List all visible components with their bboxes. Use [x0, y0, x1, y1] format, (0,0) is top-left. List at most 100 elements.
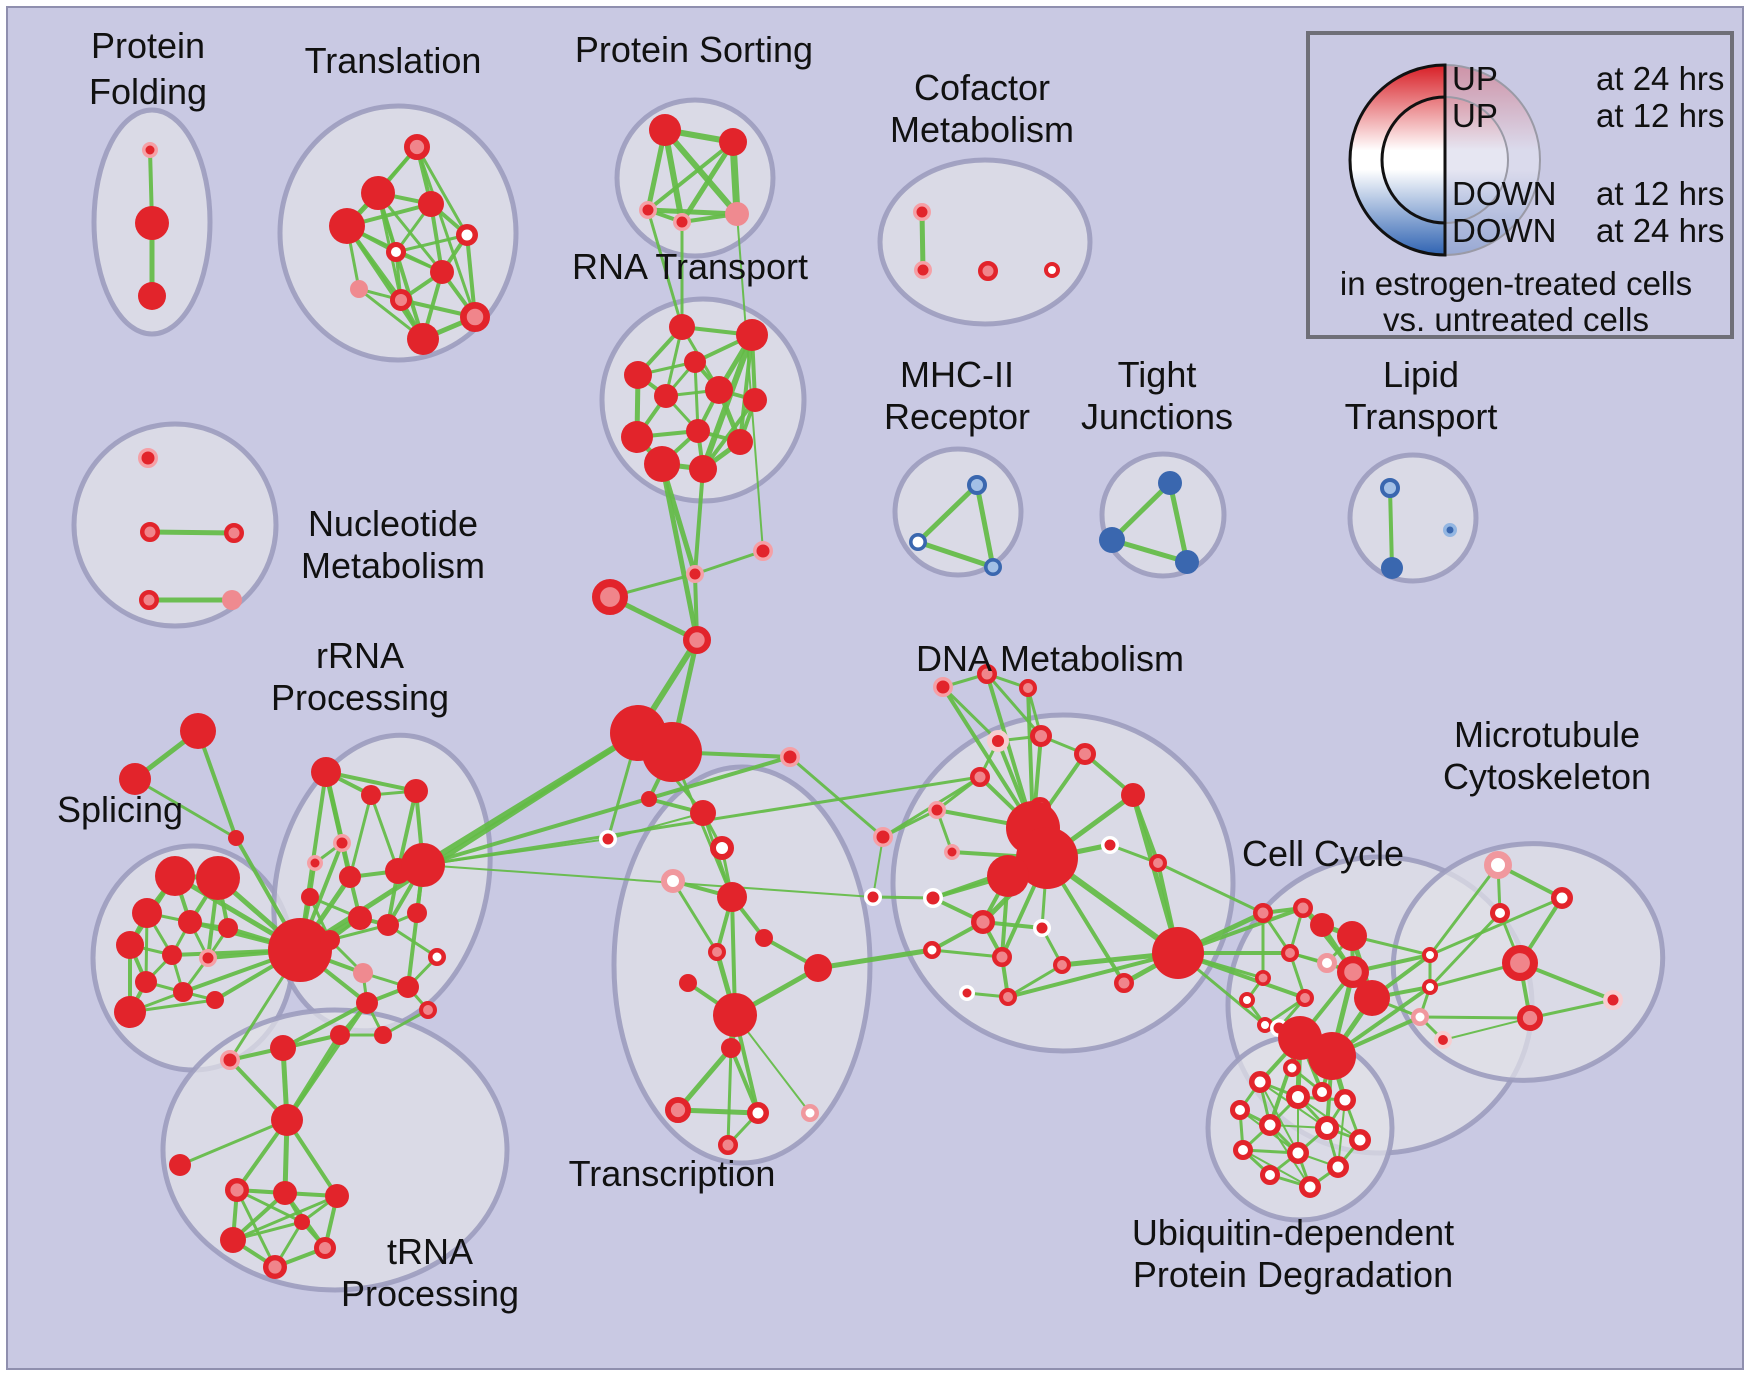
network-edge — [1167, 480, 1190, 565]
network-node — [206, 991, 224, 1009]
network-node — [1502, 944, 1539, 981]
network-node — [1255, 969, 1272, 986]
cluster-label-cofactor-metabolism: Metabolism — [890, 109, 1074, 150]
network-node — [418, 191, 444, 217]
network-node — [1551, 887, 1573, 909]
cluster-label-dna-metabolism: DNA Metabolism — [916, 638, 1184, 679]
network-node — [220, 1050, 240, 1070]
network-node — [114, 996, 146, 1028]
network-node — [361, 785, 381, 805]
network-node — [719, 128, 747, 156]
network-node — [460, 302, 490, 332]
network-node — [683, 626, 712, 655]
network-node — [743, 388, 767, 412]
network-edge — [196, 729, 238, 840]
network-node — [1121, 783, 1145, 807]
network-node — [1259, 1114, 1281, 1136]
network-edge — [415, 145, 477, 319]
cluster-label-ubiquitin-dependent-protein-degradation: Protein Degradation — [1133, 1254, 1453, 1295]
network-node — [397, 976, 419, 998]
cluster-label-lipid-transport: Transport — [1345, 396, 1498, 437]
network-edge — [726, 1046, 733, 1147]
cluster-label-protein-folding: Protein — [91, 25, 205, 66]
network-node — [654, 384, 678, 408]
network-edge — [693, 549, 765, 576]
cluster-label-nucleotide-metabolism: Metabolism — [301, 545, 485, 586]
network-node — [1310, 913, 1334, 937]
network-node — [1233, 1140, 1253, 1160]
network-node — [621, 421, 653, 453]
cluster-ellipse-tight-junctions — [1099, 451, 1227, 579]
network-node — [224, 1177, 249, 1202]
network-node — [1283, 1059, 1301, 1077]
network-node — [407, 323, 439, 355]
network-node — [224, 523, 244, 543]
network-node — [268, 918, 332, 982]
network-node — [873, 827, 893, 847]
network-edge — [1109, 480, 1173, 543]
network-node — [1249, 1071, 1271, 1093]
network-edge — [324, 770, 418, 793]
network-node — [119, 763, 151, 795]
network-node — [138, 448, 158, 468]
network-edge — [646, 208, 684, 329]
network-node — [983, 557, 1002, 576]
network-node — [1380, 478, 1400, 498]
legend-ring-half — [1444, 95, 1509, 225]
network-node — [725, 202, 749, 226]
cluster-label-ubiquitin-dependent-protein-degradation: Ubiquitin-dependent — [1132, 1212, 1454, 1253]
network-node — [717, 882, 747, 912]
network-node — [1422, 947, 1438, 963]
network-node — [132, 898, 162, 928]
network-edge — [679, 139, 736, 225]
network-edge — [659, 461, 700, 643]
network-node — [971, 910, 996, 935]
network-node — [1308, 1032, 1356, 1080]
network-node — [933, 677, 953, 697]
network-edge — [930, 948, 1004, 959]
network-edge — [1337, 1099, 1346, 1168]
network-node — [1019, 679, 1038, 698]
network-node — [661, 869, 685, 893]
network-edge — [415, 145, 469, 237]
network-edge — [872, 836, 884, 898]
network-node — [689, 455, 717, 483]
legend-time-label: at 24 hrs — [1596, 60, 1724, 97]
network-node — [1099, 527, 1125, 553]
network-node — [1286, 1085, 1310, 1109]
network-node — [390, 289, 413, 312]
network-node — [456, 224, 478, 246]
network-edge — [671, 879, 719, 954]
network-node — [1299, 1176, 1321, 1198]
network-node — [218, 918, 238, 938]
network-node — [864, 888, 882, 906]
network-node — [1114, 973, 1134, 993]
network-node — [1490, 903, 1510, 923]
network-node — [1101, 836, 1119, 854]
cluster-label-microtubule-cytoskeleton: Microtubule — [1454, 714, 1640, 755]
network-node — [727, 429, 753, 455]
network-edge — [422, 864, 874, 898]
cluster-label-tight-junctions: Tight — [1118, 354, 1197, 395]
network-node — [641, 791, 657, 807]
network-node — [196, 856, 240, 900]
network-node — [747, 1102, 769, 1124]
network-node — [1281, 944, 1300, 963]
network-node — [173, 982, 193, 1002]
cluster-label-lipid-transport: Lipid — [1383, 354, 1459, 395]
network-node — [669, 314, 695, 340]
network-node — [374, 1026, 392, 1044]
network-node — [138, 282, 166, 310]
cluster-label-trna-processing: tRNA — [387, 1231, 473, 1272]
network-edge — [1418, 1015, 1532, 1020]
network-edge — [645, 207, 740, 217]
network-node — [222, 590, 242, 610]
network-node — [914, 261, 932, 279]
network-node — [1484, 851, 1512, 879]
cluster-label-tight-junctions: Junctions — [1081, 396, 1233, 437]
network-node — [135, 206, 169, 240]
network-node — [377, 914, 399, 936]
cluster-labels: Protein Folding Translation Protein Sorting… — [57, 25, 1651, 1314]
